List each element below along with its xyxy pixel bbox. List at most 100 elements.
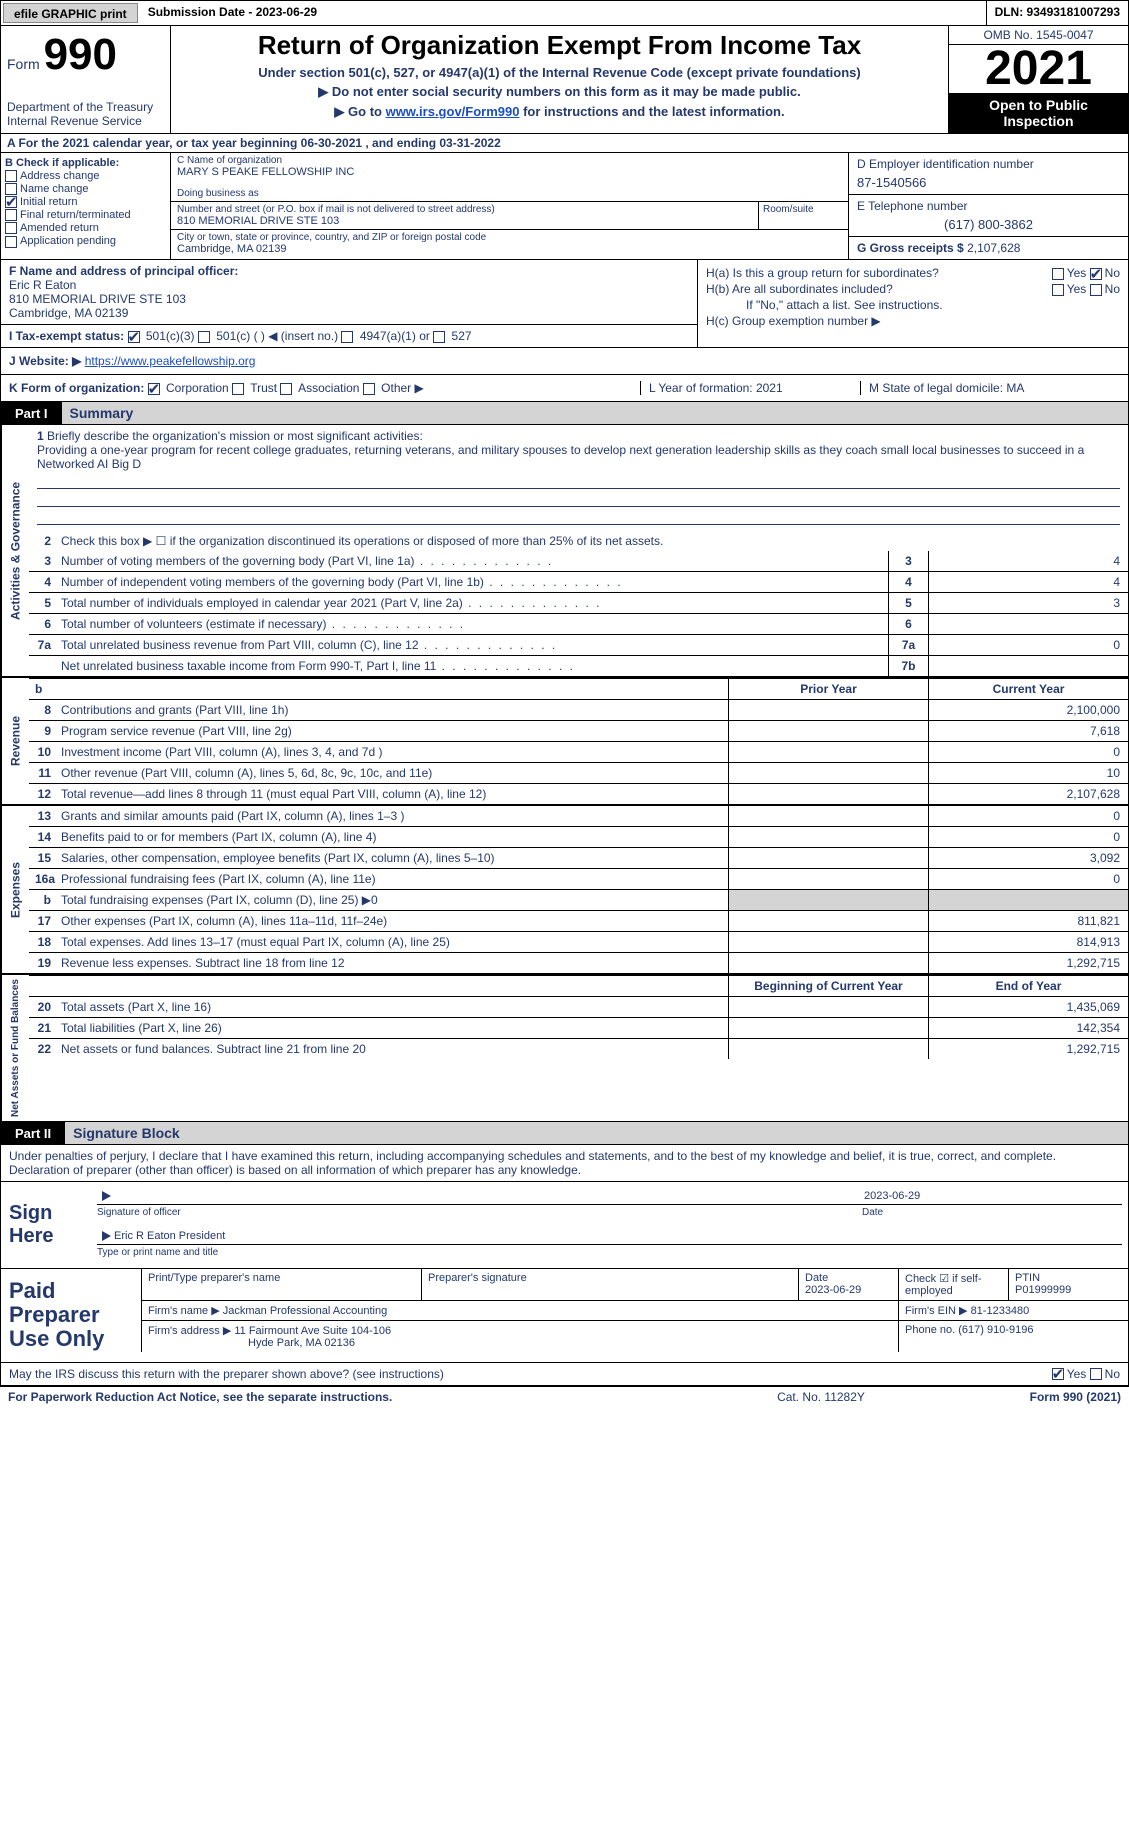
chk-corp[interactable] [148,383,160,395]
chk-initial-return[interactable] [5,196,17,208]
line22-text: Net assets or fund balances. Subtract li… [57,1039,728,1059]
line12-text: Total revenue—add lines 8 through 11 (mu… [57,784,728,804]
form-header: Form 990 Department of the Treasury Inte… [0,26,1129,134]
form-prefix: Form [7,56,40,72]
irs-link[interactable]: www.irs.gov/Form990 [386,104,520,119]
col-f-officer: F Name and address of principal officer:… [1,260,698,347]
form-rev: Form 990 (2021) [921,1390,1121,1404]
vlabel-governance: Activities & Governance [1,425,29,676]
paid-preparer-block: Paid Preparer Use Only Print/Type prepar… [0,1269,1129,1363]
chk-527[interactable] [433,331,445,343]
firm-name-label: Firm's name ▶ [148,1305,220,1317]
line16a-text: Professional fundraising fees (Part IX, … [57,869,728,889]
line10-current: 0 [928,742,1128,762]
chk-irs-no[interactable] [1090,1368,1102,1380]
line13-text: Grants and similar amounts paid (Part IX… [57,806,728,826]
chk-501c[interactable] [198,331,210,343]
col-b-label: B Check if applicable: [5,157,166,169]
sign-here-block: Sign Here 2023-06-29 Signature of office… [0,1182,1129,1269]
page-footer: For Paperwork Reduction Act Notice, see … [0,1386,1129,1407]
hb-note: If "No," attach a list. See instructions… [706,298,1120,312]
addr-value: 810 MEMORIAL DRIVE STE 103 [177,215,752,227]
line15-current: 3,092 [928,848,1128,868]
officer-printed-name: Eric R Eaton President [114,1230,225,1242]
part1-header: Part I Summary [0,402,1129,425]
dept-treasury: Department of the Treasury [7,100,164,114]
chk-app-pending[interactable] [5,236,17,248]
ptin-label: PTIN [1015,1272,1122,1284]
row-a-tax-year: A For the 2021 calendar year, or tax yea… [0,134,1129,153]
section-bcd: B Check if applicable: Address change Na… [0,153,1129,260]
website-link[interactable]: https://www.peakefellowship.org [85,354,256,368]
state-domicile: M State of legal domicile: MA [860,381,1120,395]
open-to-public: Open to Public Inspection [949,93,1128,133]
line6-value [928,614,1128,634]
header-left: Form 990 Department of the Treasury Inte… [1,26,171,133]
line7b-value [928,656,1128,676]
header-right: OMB No. 1545-0047 2021 Open to Public In… [948,26,1128,133]
firm-addr1: 11 Fairmount Ave Suite 104-106 [234,1325,391,1337]
ein-label: D Employer identification number [857,157,1120,171]
officer-label: F Name and address of principal officer: [9,264,238,278]
end-year-head: End of Year [928,976,1128,996]
chk-hb-yes[interactable] [1052,284,1064,296]
vlabel-netassets: Net Assets or Fund Balances [1,975,29,1121]
firm-phone-label: Phone no. [905,1324,955,1336]
preparer-sig-label: Preparer's signature [428,1272,792,1284]
line21-end: 142,354 [928,1018,1128,1038]
chk-ha-no[interactable] [1090,268,1102,280]
chk-amended[interactable] [5,222,17,234]
vlabel-revenue: Revenue [1,678,29,804]
city-label: City or town, state or province, country… [177,232,842,243]
printed-name-label: Type or print name and title [97,1247,1122,1258]
vlabel-expenses: Expenses [1,806,29,973]
firm-phone: (617) 910-9196 [958,1324,1033,1336]
preparer-date-label: Date [805,1272,892,1284]
col-h-group: H(a) Is this a group return for subordin… [698,260,1128,347]
part2-header: Part II Signature Block [0,1122,1129,1145]
chk-trust[interactable] [232,383,244,395]
chk-501c3[interactable] [128,331,140,343]
line14-current: 0 [928,827,1128,847]
may-irs-discuss: May the IRS discuss this return with the… [0,1363,1129,1386]
row-j-website: J Website: ▶ https://www.peakefellowship… [0,348,1129,375]
officer-addr2: Cambridge, MA 02139 [9,306,689,320]
top-bar: efile GRAPHIC print Submission Date - 20… [0,0,1129,26]
line4-value: 4 [928,572,1128,592]
chk-ha-yes[interactable] [1052,268,1064,280]
chk-other[interactable] [363,383,375,395]
efile-print-button[interactable]: efile GRAPHIC print [3,3,138,23]
chk-final-return[interactable] [5,209,17,221]
city-value: Cambridge, MA 02139 [177,243,842,255]
line22-end: 1,292,715 [928,1039,1128,1059]
line10-text: Investment income (Part VIII, column (A)… [57,742,728,762]
preparer-name-label: Print/Type preparer's name [148,1272,415,1284]
form-subtitle-3: ▶ Go to www.irs.gov/Form990 for instruct… [175,104,944,120]
line3-text: Number of voting members of the governin… [57,551,888,571]
line14-text: Benefits paid to or for members (Part IX… [57,827,728,847]
mission-text: Providing a one-year program for recent … [37,443,1084,471]
firm-addr-label: Firm's address ▶ [148,1325,231,1337]
line11-current: 10 [928,763,1128,783]
begin-year-head: Beginning of Current Year [728,976,928,996]
chk-irs-yes[interactable] [1052,1368,1064,1380]
line9-current: 7,618 [928,721,1128,741]
sig-date-label: Date [862,1207,1122,1218]
line19-text: Revenue less expenses. Subtract line 18 … [57,953,728,973]
col-c-org-info: C Name of organization MARY S PEAKE FELL… [171,153,848,259]
chk-4947[interactable] [341,331,353,343]
gross-receipts-value: 2,107,628 [967,241,1020,255]
line6-text: Total number of volunteers (estimate if … [57,614,888,634]
revenue-section: Revenue b Prior Year Current Year 8Contr… [0,677,1129,805]
paid-preparer-label: Paid Preparer Use Only [1,1269,141,1362]
chk-address-change[interactable] [5,170,17,182]
tax-exempt-label: I Tax-exempt status: [9,329,124,343]
line11-text: Other revenue (Part VIII, column (A), li… [57,763,728,783]
expenses-section: Expenses 13Grants and similar amounts pa… [0,805,1129,974]
chk-hb-no[interactable] [1090,284,1102,296]
line15-text: Salaries, other compensation, employee b… [57,848,728,868]
part2-num: Part II [1,1123,65,1144]
chk-assoc[interactable] [280,383,292,395]
line20-text: Total assets (Part X, line 16) [57,997,728,1017]
gross-receipts-label: G Gross receipts $ [857,241,964,255]
